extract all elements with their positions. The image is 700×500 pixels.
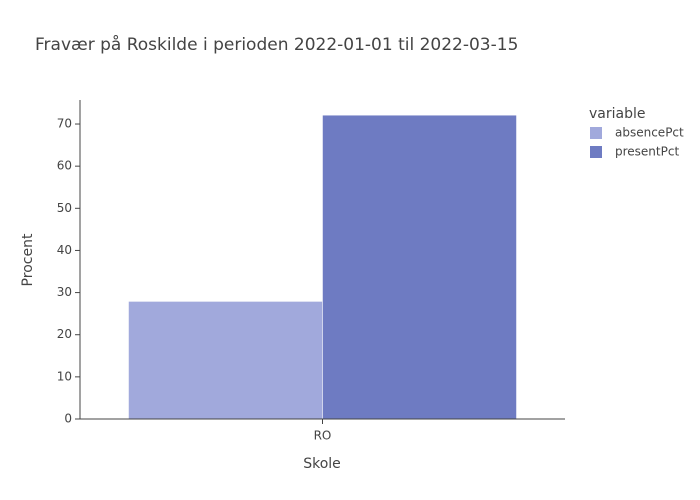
y-tick-label: 50 — [57, 201, 72, 215]
legend-swatch — [590, 146, 602, 158]
y-tick-label: 30 — [57, 285, 72, 299]
legend-swatch — [590, 127, 602, 139]
x-axis-title: Skole — [303, 456, 341, 472]
y-tick-label: 10 — [57, 369, 72, 383]
legend-title: variable — [589, 106, 645, 122]
y-axis-title: Procent — [20, 233, 36, 286]
y-tick-label: 70 — [57, 117, 72, 131]
legend-label: absencePct — [615, 126, 684, 140]
x-tick-label: RO — [314, 429, 332, 443]
bar — [322, 114, 517, 420]
y-tick-label: 20 — [57, 327, 72, 341]
y-tick-label: 60 — [57, 159, 72, 173]
y-tick-label: 40 — [57, 243, 72, 257]
bar — [128, 301, 323, 420]
legend-label: presentPct — [615, 145, 679, 159]
chart-title: Fravær på Roskilde i perioden 2022-01-01… — [35, 34, 518, 55]
y-tick-label: 0 — [64, 412, 72, 426]
